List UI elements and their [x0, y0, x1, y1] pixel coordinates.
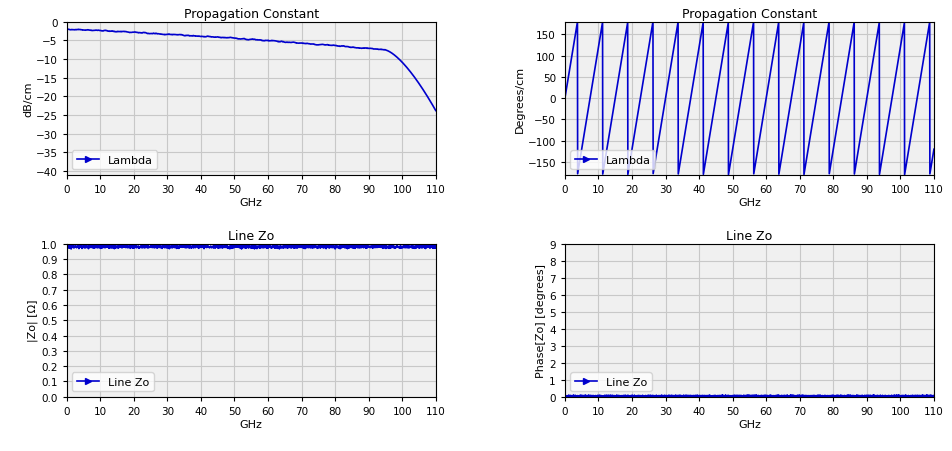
Y-axis label: Phase[Zo] [degrees]: Phase[Zo] [degrees]: [536, 264, 545, 377]
Title: Line Zo: Line Zo: [725, 230, 772, 243]
Legend: Line Zo: Line Zo: [570, 373, 651, 391]
X-axis label: GHz: GHz: [737, 197, 760, 207]
Title: Propagation Constant: Propagation Constant: [184, 9, 319, 21]
X-axis label: GHz: GHz: [737, 419, 760, 428]
X-axis label: GHz: GHz: [240, 419, 263, 428]
Legend: Lambda: Lambda: [570, 151, 655, 170]
Legend: Line Zo: Line Zo: [72, 373, 153, 391]
X-axis label: GHz: GHz: [240, 197, 263, 207]
Title: Line Zo: Line Zo: [228, 230, 274, 243]
Legend: Lambda: Lambda: [72, 151, 157, 170]
Y-axis label: Degrees/cm: Degrees/cm: [514, 65, 524, 133]
Y-axis label: |Zo| [Ω]: |Zo| [Ω]: [28, 299, 38, 342]
Y-axis label: dB/cm: dB/cm: [23, 81, 33, 117]
Title: Propagation Constant: Propagation Constant: [681, 9, 816, 21]
